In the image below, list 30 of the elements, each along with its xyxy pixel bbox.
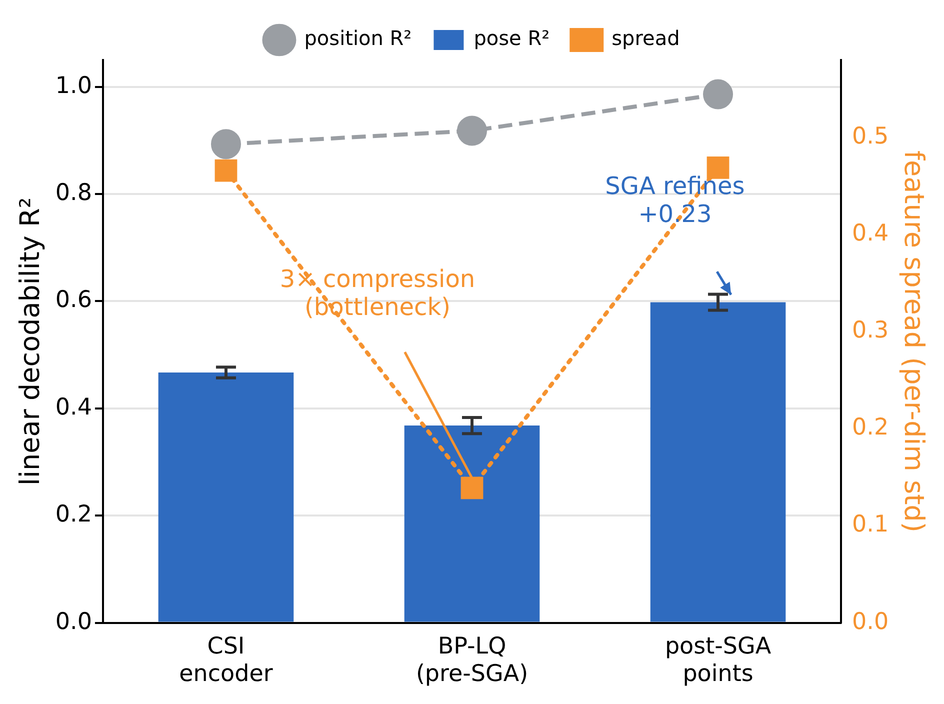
point	[703, 79, 734, 110]
y2-tick-label: 0.1	[852, 512, 889, 538]
x-tick-label: CSI encoder	[179, 634, 274, 688]
point	[460, 476, 484, 500]
point	[457, 116, 487, 146]
y2-tick-label: 0.5	[852, 124, 889, 150]
y2-tick-label: 0.2	[852, 414, 889, 441]
y2-tick-label: 0.0	[852, 608, 889, 635]
bar	[404, 426, 540, 622]
y2-tick-label: 0.3	[852, 318, 889, 344]
annotation: SGA refines +0.23	[605, 172, 745, 228]
legend-label: spread	[612, 26, 680, 50]
y-tick-label: 0.0	[55, 608, 92, 635]
bar	[650, 302, 786, 622]
bar	[158, 372, 294, 622]
y-tick-label: 0.2	[55, 502, 92, 528]
y-tick-label: 0.6	[55, 287, 92, 314]
y2-axis-title: feature spread (per-dim std)	[898, 150, 929, 532]
legend-label: pose R²	[474, 26, 550, 50]
point	[214, 159, 238, 182]
y-axis-title: linear decodability R²	[15, 197, 46, 486]
y-tick-label: 0.8	[55, 180, 92, 206]
annotation: 3× compression (bottleneck)	[280, 264, 476, 321]
point	[210, 129, 241, 160]
x-tick-label: BP-LQ (pre-SGA)	[416, 634, 528, 688]
x-tick-label: post-SGA points	[664, 634, 772, 688]
y-tick-label: 1.0	[55, 72, 92, 99]
y-tick-label: 0.4	[55, 394, 92, 420]
legend-label: position R²	[304, 26, 412, 50]
y2-tick-label: 0.4	[852, 220, 889, 247]
